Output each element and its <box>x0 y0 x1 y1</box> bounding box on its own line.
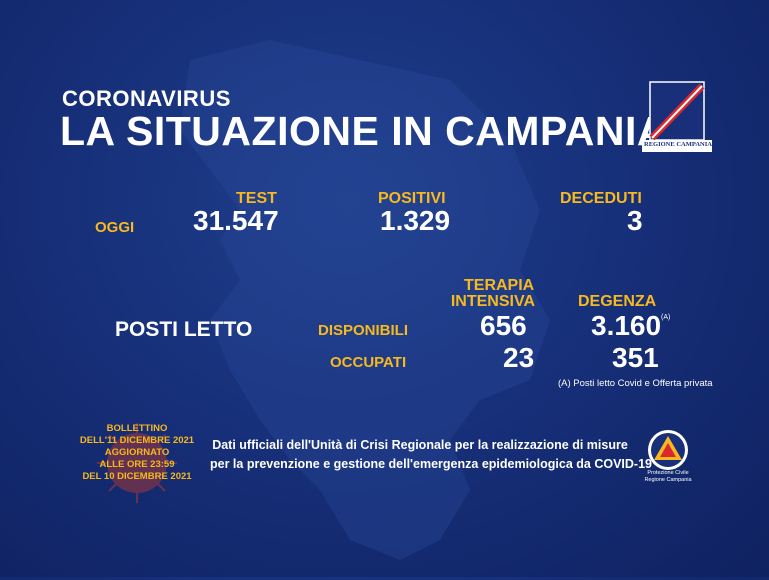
bulletin-line5: DEL 10 DICEMBRE 2021 <box>82 471 192 482</box>
footer-line1: Dati ufficiali dell'Unità di Crisi Regio… <box>212 438 628 452</box>
campania-map-background <box>180 40 550 560</box>
ward-header: DEGENZA <box>578 293 657 310</box>
bulletin-line2: DELL'11 DICEMBRE 2021 <box>79 435 195 446</box>
ward-available-note-mark: (A) <box>661 314 671 321</box>
protezione-civile-icon <box>648 430 688 470</box>
protezione-civile-logo: Protezione Civile Regione Campania <box>636 426 700 490</box>
protezione-line1: Protezione Civile <box>647 470 689 476</box>
positive-header: POSITIVI <box>378 190 446 207</box>
regione-campania-crest-icon <box>642 81 712 152</box>
beds-footnote: (A) Posti letto Covid e Offerta privata <box>558 378 713 389</box>
coronavirus-icon <box>97 423 177 503</box>
ward-available-value: 3.160 <box>591 310 662 341</box>
protezione-line2: Regione Campania <box>644 477 692 483</box>
subtitle: CORONAVIRUS <box>62 86 231 111</box>
available-label: DISPONIBILI <box>318 322 409 339</box>
ward-occupied-value: 351 <box>612 342 659 373</box>
icu-occupied-value: 23 <box>503 342 535 373</box>
bulletin-badge: BOLLETTINO DELL'11 DICEMBRE 2021 AGGIORN… <box>72 418 202 508</box>
beds-section-label: POSTI LETTO <box>115 318 253 341</box>
test-header: TEST <box>236 190 277 207</box>
deaths-header: DECEDUTI <box>560 190 642 207</box>
bulletin-line4: ALLE ORE 23:59 <box>99 459 175 470</box>
icu-header-line2: INTENSIVA <box>450 293 535 310</box>
positive-value: 1.329 <box>380 205 451 236</box>
page-title: LA SITUAZIONE IN CAMPANIA <box>60 108 667 154</box>
bulletin-line1: BOLLETTINO <box>106 423 168 434</box>
icu-available-value: 656 <box>480 310 527 341</box>
deaths-value: 3 <box>627 205 643 236</box>
footer-line2: per la prevenzione e gestione dell'emerg… <box>210 457 652 471</box>
regione-campania-logo: REGIONE CAMPANIA <box>638 78 716 154</box>
occupied-label: OCCUPATI <box>330 354 407 371</box>
bulletin-line3: AGGIORNATO <box>104 447 170 458</box>
icu-header-line1: TERAPIA <box>464 277 535 294</box>
today-label: OGGI <box>95 219 135 236</box>
logo-label: REGIONE CAMPANIA <box>644 141 712 148</box>
test-value: 31.547 <box>193 205 279 236</box>
